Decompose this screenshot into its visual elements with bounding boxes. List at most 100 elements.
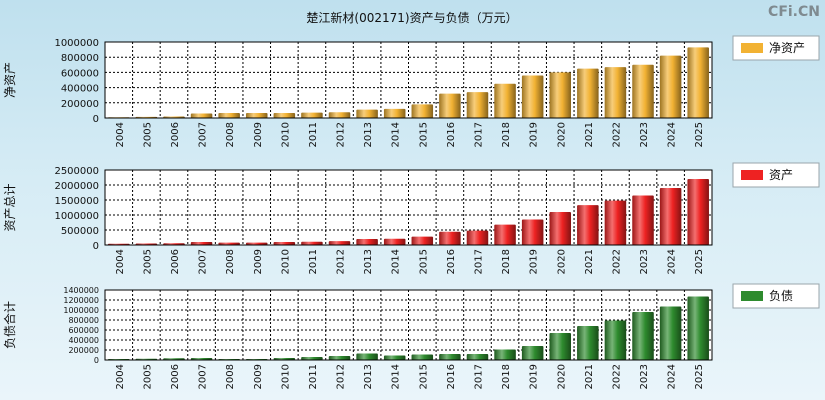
y-tick-label: 1400000 <box>63 286 99 295</box>
y-axis-label: 净资产 <box>3 62 17 98</box>
x-tick-label: 2012 <box>336 364 347 389</box>
y-tick-label: 1500000 <box>54 196 99 207</box>
bar-2022 <box>604 200 627 245</box>
bar-2024 <box>659 306 682 360</box>
x-tick-label: 2009 <box>253 122 264 147</box>
x-tick-label: 2016 <box>446 122 457 147</box>
y-tick-label: 600000 <box>61 68 99 79</box>
bar-2015 <box>411 354 434 360</box>
bar-2021 <box>577 326 599 360</box>
x-tick-label: 2006 <box>170 249 181 274</box>
bar-2022 <box>604 67 627 118</box>
x-tick-label: 2019 <box>529 122 540 147</box>
bar-2014 <box>383 355 406 360</box>
bar-2014 <box>383 108 406 118</box>
y-tick-label: 1000000 <box>63 306 99 315</box>
x-tick-label: 2004 <box>115 249 126 274</box>
x-tick-label: 2024 <box>667 122 678 147</box>
bar-2025 <box>687 179 709 245</box>
x-tick-label: 2017 <box>473 364 484 389</box>
bar-2025 <box>687 296 709 360</box>
x-tick-label: 2013 <box>363 122 374 147</box>
legend-swatch <box>741 43 763 53</box>
x-tick-label: 2022 <box>611 249 622 274</box>
x-tick-label: 2025 <box>694 364 705 389</box>
x-tick-label: 2007 <box>198 249 209 274</box>
bar-2018 <box>494 224 516 245</box>
bar-2011 <box>301 357 323 360</box>
bar-2025 <box>687 47 709 118</box>
bar-2008 <box>218 113 240 118</box>
legend-swatch <box>741 291 763 301</box>
x-tick-label: 2017 <box>473 122 484 147</box>
y-tick-label: 800000 <box>68 316 99 325</box>
x-tick-label: 2023 <box>639 122 650 147</box>
legend-label: 资产 <box>769 168 793 182</box>
x-tick-label: 2006 <box>170 122 181 147</box>
legend-label: 净资产 <box>769 41 805 55</box>
bar-2009 <box>245 113 268 118</box>
legend-3: 负债 <box>732 283 820 309</box>
y-tick-label: 0 <box>93 114 99 125</box>
x-tick-label: 2012 <box>336 249 347 274</box>
x-tick-label: 2010 <box>280 122 291 147</box>
bar-2014 <box>383 238 406 245</box>
x-tick-label: 2020 <box>556 122 567 147</box>
bar-2019 <box>521 75 544 118</box>
bar-2018 <box>494 83 516 118</box>
x-tick-label: 2019 <box>529 249 540 274</box>
x-tick-label: 2013 <box>363 249 374 274</box>
x-tick-label: 2008 <box>225 249 236 274</box>
bar-2019 <box>521 346 544 360</box>
x-tick-label: 2017 <box>473 249 484 274</box>
bar-2007 <box>190 242 213 245</box>
plot-frame <box>104 289 713 361</box>
bar-2023 <box>632 312 654 360</box>
x-tick-label: 2025 <box>694 249 705 274</box>
x-tick-label: 2007 <box>198 364 209 389</box>
x-tick-label: 2011 <box>308 122 319 147</box>
bar-2011 <box>301 241 323 245</box>
bar-2011 <box>301 112 323 118</box>
x-tick-label: 2025 <box>694 122 705 147</box>
bar-2009 <box>245 242 268 245</box>
chart-title: 楚江新材(002171)资产与负债（万元） <box>306 10 517 25</box>
x-tick-label: 2015 <box>418 364 429 389</box>
bar-2020 <box>549 212 572 245</box>
x-tick-label: 2010 <box>280 364 291 389</box>
x-tick-label: 2015 <box>418 122 429 147</box>
x-tick-label: 2021 <box>584 122 595 147</box>
x-tick-label: 2009 <box>253 249 264 274</box>
x-tick-label: 2009 <box>253 364 264 389</box>
x-tick-label: 2019 <box>529 364 540 389</box>
x-tick-label: 2021 <box>584 364 595 389</box>
bar-2007 <box>190 113 213 118</box>
x-tick-label: 2004 <box>115 364 126 389</box>
bar-2013 <box>356 353 378 360</box>
y-tick-label: 0 <box>93 241 99 252</box>
bar-2015 <box>411 104 434 118</box>
bar-2013 <box>356 239 378 245</box>
bar-2017 <box>466 354 489 360</box>
x-tick-label: 2018 <box>501 122 512 147</box>
y-tick-label: 1000000 <box>54 211 99 222</box>
x-tick-label: 2014 <box>391 122 402 147</box>
y-tick-label: 400000 <box>61 84 99 95</box>
y-tick-label: 1000000 <box>54 38 99 49</box>
y-axis-label: 资产总计 <box>3 183 17 231</box>
y-tick-label: 2000000 <box>54 181 99 192</box>
bar-2012 <box>328 241 351 245</box>
legend-2: 资产 <box>732 162 820 188</box>
x-tick-label: 2005 <box>142 364 153 389</box>
y-tick-label: 200000 <box>68 346 99 355</box>
chart-panel-3: 0200000400000600000800000100000012000001… <box>2 283 820 389</box>
bar-2024 <box>659 55 682 118</box>
plot-frame <box>104 169 713 246</box>
bar-2016 <box>439 93 461 118</box>
x-tick-label: 2023 <box>639 364 650 389</box>
bar-2017 <box>466 230 489 245</box>
x-tick-label: 2022 <box>611 364 622 389</box>
x-tick-label: 2024 <box>667 249 678 274</box>
chart-panel-1: 0 200000 400000 600000 800000 1000000 2004 2005… <box>3 35 820 147</box>
bar-2013 <box>356 109 378 118</box>
